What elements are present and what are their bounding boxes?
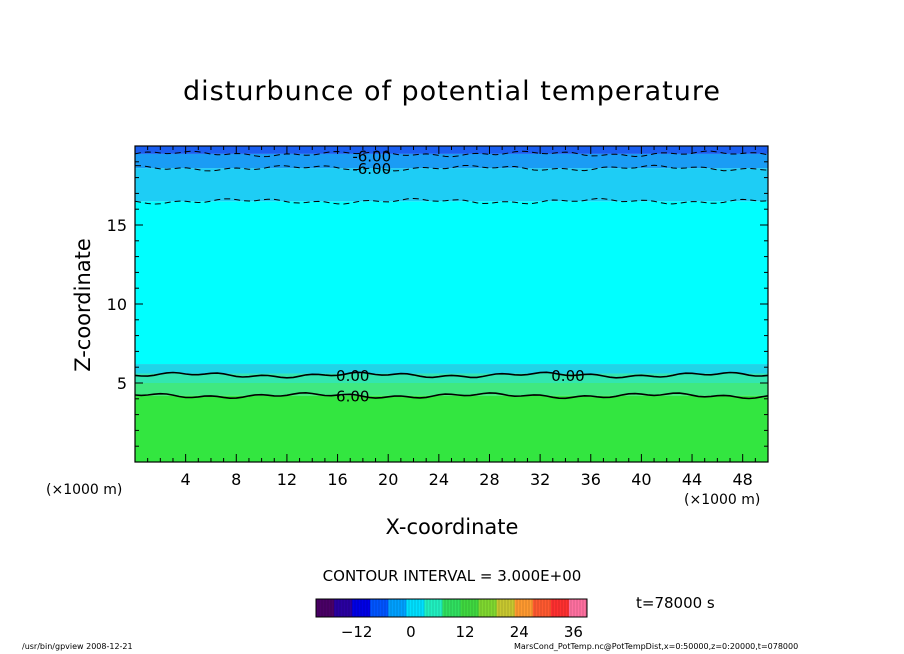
footer-source: MarsCond_PotTemp.nc@PotTempDist,x=0:5000… <box>514 642 799 651</box>
contour-label-0: -6.00 <box>352 147 391 165</box>
colorbar-swatch <box>388 599 407 617</box>
x-tick-label: 44 <box>682 470 702 489</box>
x-tick-label: 48 <box>733 470 753 489</box>
x-tick-label: 4 <box>181 470 191 489</box>
y-tick-label: 5 <box>117 374 127 393</box>
contour-label-1: -6.00 <box>352 160 391 178</box>
x-unit-label-left: (×1000 m) <box>46 482 123 498</box>
contour-line-4 <box>134 391 769 400</box>
colorbar-tick-label: 36 <box>564 623 583 641</box>
x-tick-label: 16 <box>327 470 347 489</box>
field-band-4 <box>135 201 768 365</box>
chart-title: disturbunce of potential temperature <box>183 76 721 107</box>
contour-line-0 <box>134 150 769 158</box>
plot-area: -6.00-6.000.00 0.006.004 8 12 16 20 24 28 32 36 40… <box>107 145 769 489</box>
field-band-0 <box>135 395 768 462</box>
x-tick-label: 40 <box>631 470 651 489</box>
contour-line-2 <box>134 197 769 205</box>
contour-line-3 <box>134 371 769 379</box>
colorbar-swatch <box>550 599 570 617</box>
y-axis-label: Z-coordinate <box>71 238 95 372</box>
x-unit-label-right: (×1000 m) <box>684 492 761 508</box>
x-tick-label: 12 <box>277 470 297 489</box>
y-tick-label: 10 <box>107 295 127 314</box>
x-tick-label: 32 <box>530 470 550 489</box>
colorbar-swatch <box>442 599 462 617</box>
colorbar: −12 0 12 24 36 <box>315 598 588 641</box>
colorbar-swatch <box>460 599 480 617</box>
x-tick-label: 24 <box>429 470 449 489</box>
colorbar-swatch <box>352 599 371 617</box>
field-band-5 <box>135 168 768 202</box>
field-band-3 <box>135 364 768 374</box>
y-tick-label: 15 <box>107 216 127 235</box>
field-band-6 <box>135 153 768 169</box>
colorbar-swatch <box>568 599 588 617</box>
field-band-1 <box>135 383 768 396</box>
x-axis-label: X-coordinate <box>385 515 519 539</box>
colorbar-swatch <box>514 599 534 617</box>
x-tick-label: 8 <box>231 470 241 489</box>
contour-interval-label: CONTOUR INTERVAL = 3.000E+00 <box>322 567 582 585</box>
colorbar-swatch <box>370 599 389 617</box>
contour-label-3: 0.00 <box>551 367 584 385</box>
footer-command-date: /usr/bin/gpview 2008-12-21 <box>22 642 133 651</box>
colorbar-swatch <box>496 599 516 617</box>
contour-line-1 <box>134 164 769 172</box>
contour-label-4: 6.00 <box>336 388 369 406</box>
time-label: t=78000 s <box>636 594 715 612</box>
x-tick-label: 36 <box>581 470 601 489</box>
colorbar-swatch <box>424 599 443 617</box>
x-tick-label: 28 <box>479 470 499 489</box>
colorbar-swatch <box>478 599 498 617</box>
colorbar-tick-label: 12 <box>456 623 475 641</box>
field-band-2 <box>135 373 768 383</box>
colorbar-swatch <box>406 599 425 617</box>
x-tick-label: 20 <box>378 470 398 489</box>
colorbar-swatch <box>316 599 335 617</box>
contour-label-2: 0.00 <box>336 367 369 385</box>
colorbar-swatch <box>532 599 552 617</box>
colorbar-frame <box>315 598 588 618</box>
colorbar-tick-label: 24 <box>510 623 529 641</box>
colorbar-tick-label: 0 <box>406 623 416 641</box>
colorbar-swatch <box>334 599 353 617</box>
colorbar-tick-label: −12 <box>341 623 373 641</box>
